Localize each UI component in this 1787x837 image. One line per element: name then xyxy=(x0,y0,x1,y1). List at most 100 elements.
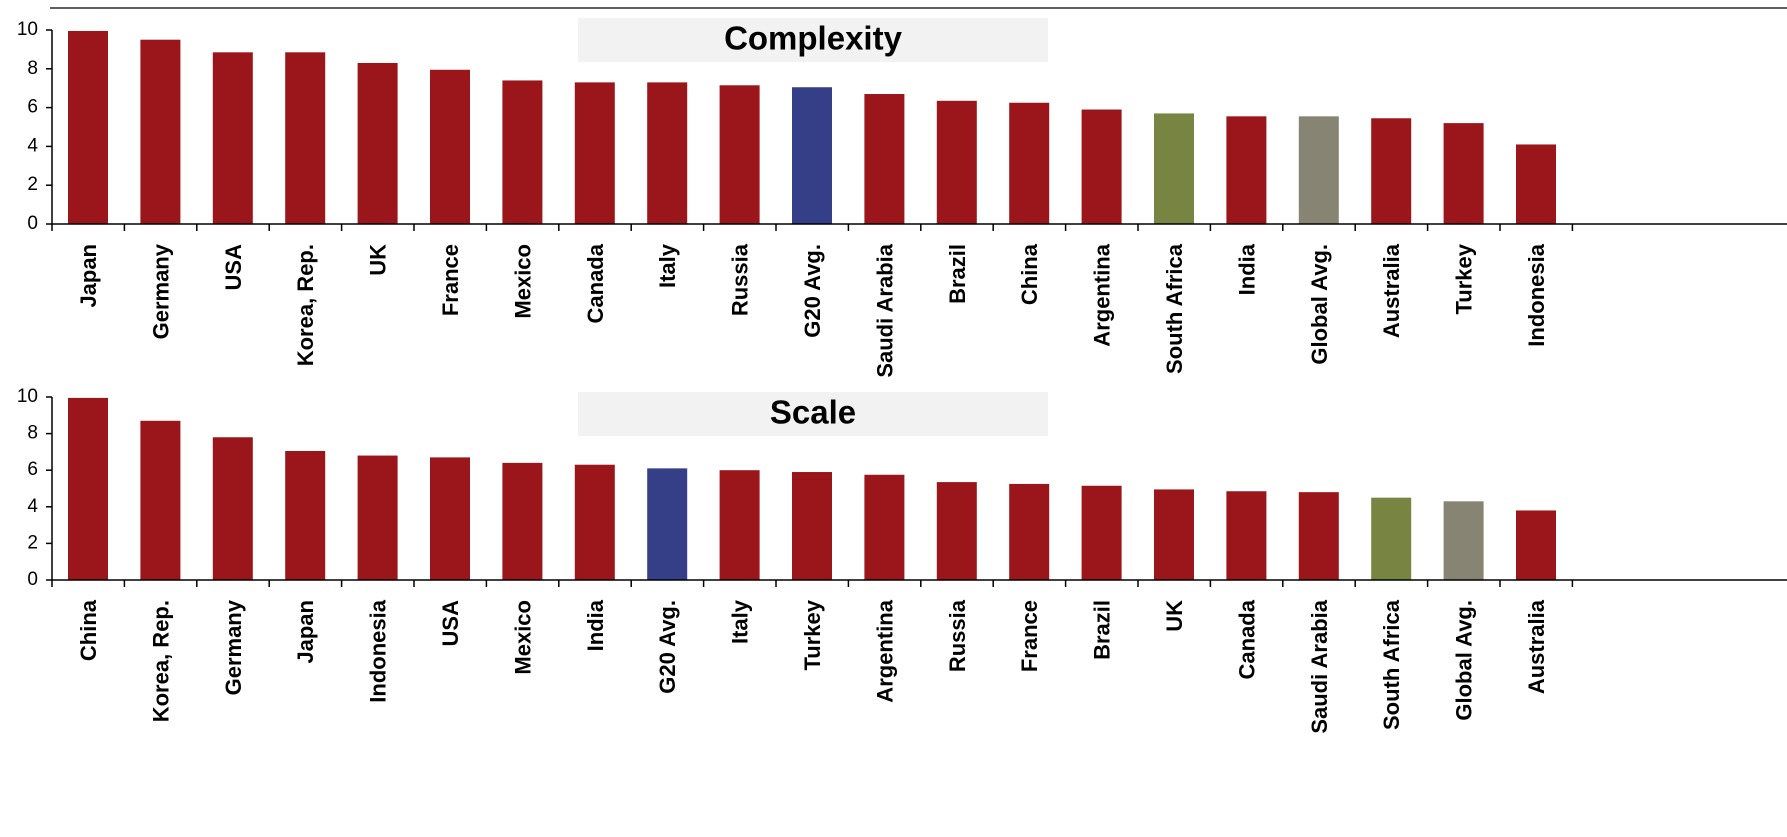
x-category-label: India xyxy=(583,599,608,651)
x-category-label: Russia xyxy=(728,243,753,316)
x-category-label: Indonesia xyxy=(366,599,391,702)
x-category-label: Brazil xyxy=(1090,600,1115,660)
bar xyxy=(430,457,470,580)
x-category-label: Global Avg. xyxy=(1307,244,1332,365)
bar xyxy=(212,52,253,225)
y-tick-label: 4 xyxy=(27,496,38,517)
x-category-label: Japan xyxy=(293,600,318,664)
bar xyxy=(1154,113,1194,224)
bar xyxy=(1516,510,1556,580)
bar xyxy=(1371,497,1412,580)
y-tick-label: 6 xyxy=(27,459,38,480)
x-category-label: Australia xyxy=(1379,243,1404,338)
bar xyxy=(719,470,760,580)
x-category-label: India xyxy=(1234,243,1259,295)
bar xyxy=(1226,116,1267,224)
chart-title: Complexity xyxy=(724,20,903,57)
x-category-label: USA xyxy=(221,244,246,291)
x-category-label: Korea, Rep. xyxy=(148,600,173,722)
bar xyxy=(140,39,181,225)
x-category-label: Italy xyxy=(728,599,753,644)
y-tick-label: 8 xyxy=(27,58,38,79)
y-tick-label: 2 xyxy=(27,532,38,553)
x-category-label: Germany xyxy=(221,599,246,695)
bar xyxy=(1371,118,1412,224)
bar xyxy=(502,462,543,580)
bar xyxy=(1009,483,1050,580)
x-category-label: Germany xyxy=(148,243,173,339)
bar xyxy=(647,468,688,580)
bar xyxy=(936,100,977,224)
bar xyxy=(502,80,543,224)
x-category-label: Mexico xyxy=(510,600,535,675)
x-category-label: Saudi Arabia xyxy=(1307,599,1332,733)
bar xyxy=(357,455,398,580)
bar xyxy=(212,437,253,580)
x-category-label: Japan xyxy=(76,244,101,308)
x-category-label: Saudi Arabia xyxy=(872,243,897,377)
x-category-label: China xyxy=(1017,243,1042,305)
x-category-label: G20 Avg. xyxy=(655,600,680,694)
chart-title-background xyxy=(578,18,1048,62)
bar xyxy=(647,82,688,224)
x-category-label: France xyxy=(1017,600,1042,672)
bar xyxy=(1009,102,1050,224)
bar xyxy=(140,420,181,580)
bar xyxy=(68,397,108,580)
bar xyxy=(1516,144,1556,224)
bar xyxy=(1154,489,1194,580)
bar xyxy=(574,82,615,224)
y-tick-label: 10 xyxy=(17,386,38,407)
y-tick-label: 6 xyxy=(27,97,38,118)
bar xyxy=(864,94,905,225)
bar xyxy=(792,472,832,580)
x-category-label: China xyxy=(76,599,101,661)
bar xyxy=(574,464,615,580)
x-category-label: Turkey xyxy=(1452,243,1477,314)
x-category-label: G20 Avg. xyxy=(800,244,825,338)
x-category-label: Indonesia xyxy=(1524,243,1549,346)
bar xyxy=(1443,123,1484,224)
bar xyxy=(792,87,832,224)
bar xyxy=(285,52,326,225)
x-category-label: Argentina xyxy=(1090,243,1115,346)
x-category-label: Italy xyxy=(655,243,680,288)
y-tick-label: 4 xyxy=(27,135,38,156)
bar xyxy=(68,30,108,224)
y-tick-label: 8 xyxy=(27,423,38,444)
x-category-label: South Africa xyxy=(1379,599,1404,730)
x-category-label: Turkey xyxy=(800,599,825,670)
bar xyxy=(285,450,326,580)
y-tick-label: 0 xyxy=(27,569,38,590)
chart-scale: Scale 0 2 4 6 8 10 China Korea, Rep. Germany Japan… xyxy=(17,386,1787,734)
y-tick-label: 10 xyxy=(17,19,38,40)
x-category-label: Canada xyxy=(1234,599,1259,679)
y-tick-label: 0 xyxy=(27,213,38,234)
chart-title: Scale xyxy=(770,394,856,431)
x-category-label: UK xyxy=(1162,600,1187,632)
chart-complexity: Complexity 0 2 4 6 8 10 Japan Germany USA Korea, R… xyxy=(17,18,1787,378)
bar xyxy=(936,482,977,580)
x-category-label: Canada xyxy=(583,243,608,323)
bar xyxy=(357,62,398,225)
chart-title-background xyxy=(578,392,1048,436)
x-category-label: USA xyxy=(438,600,463,647)
bar xyxy=(1298,116,1339,224)
x-category-label: France xyxy=(438,244,463,316)
bar xyxy=(430,69,470,225)
bar xyxy=(1081,485,1122,580)
bar xyxy=(719,85,760,224)
bar xyxy=(1226,491,1267,580)
bar xyxy=(1443,501,1484,580)
x-category-label: UK xyxy=(366,244,391,276)
x-category-label: Mexico xyxy=(510,244,535,319)
x-category-label: Brazil xyxy=(945,244,970,304)
x-category-label: Global Avg. xyxy=(1452,600,1477,721)
bar xyxy=(1298,492,1339,580)
x-category-label: Australia xyxy=(1524,599,1549,694)
x-category-label: Korea, Rep. xyxy=(293,244,318,366)
bar xyxy=(864,474,905,580)
x-category-label: South Africa xyxy=(1162,243,1187,374)
bar xyxy=(1081,109,1122,224)
